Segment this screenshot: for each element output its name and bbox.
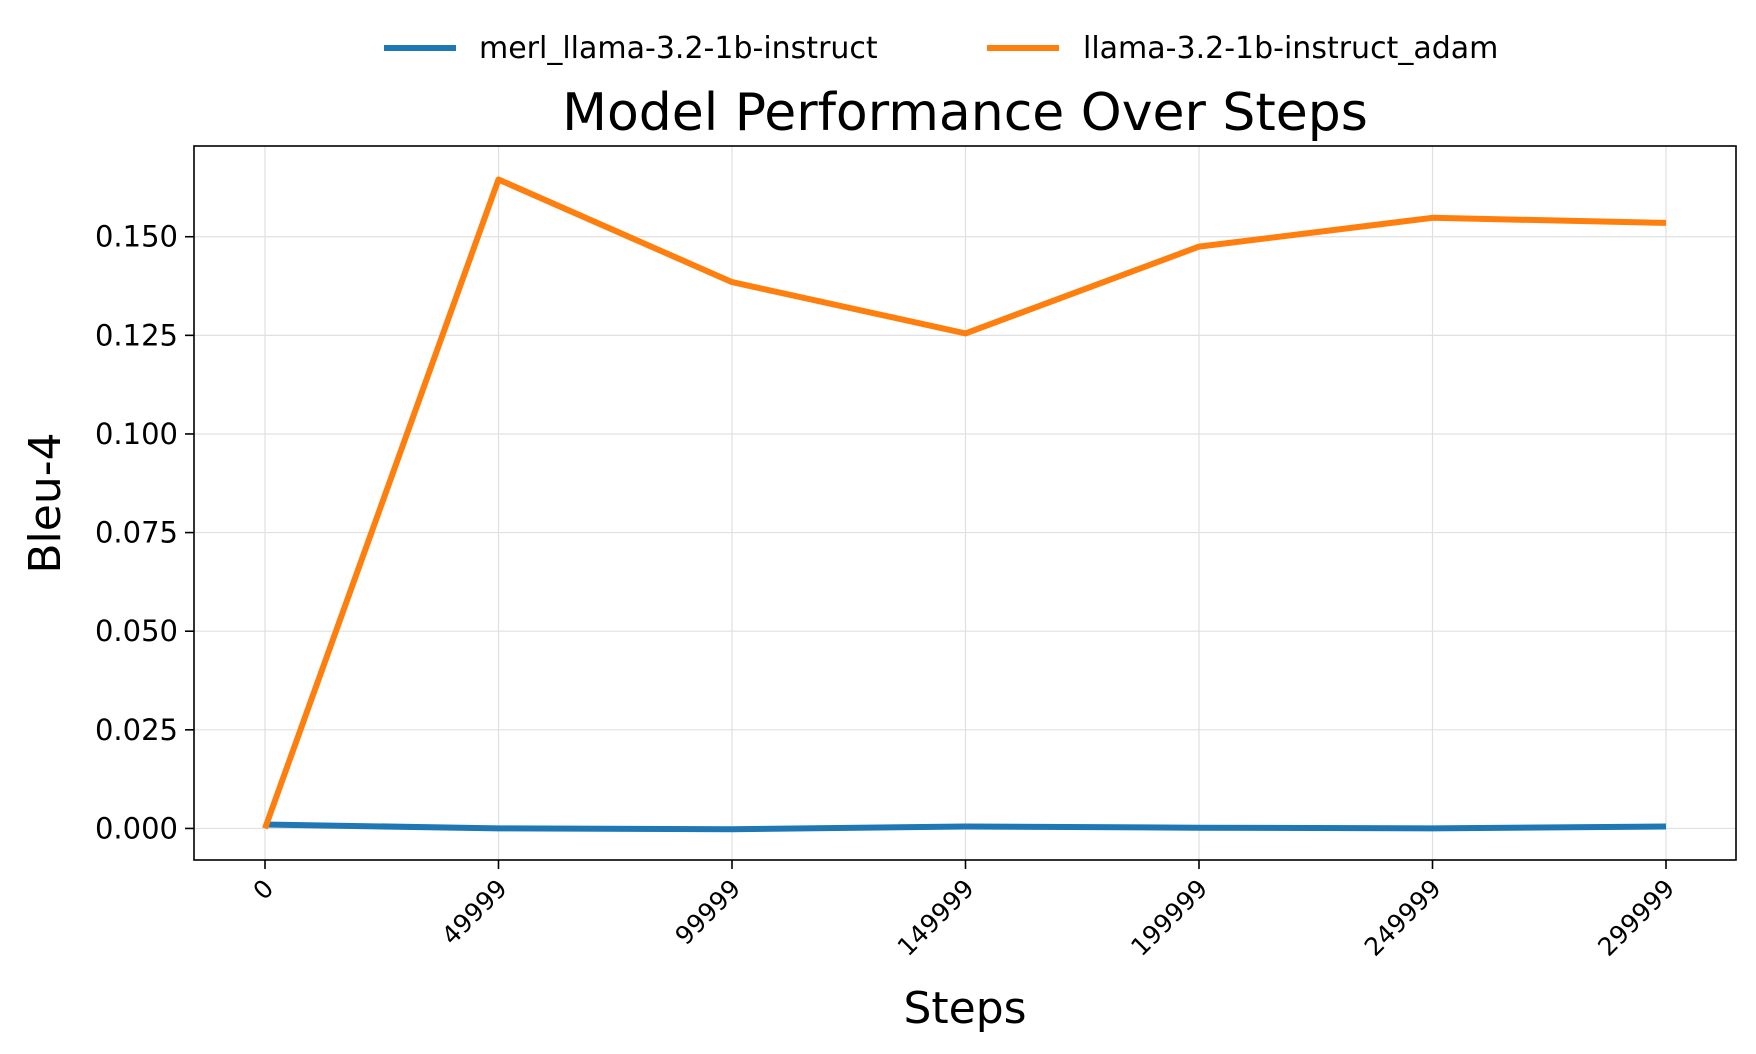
grid-lines [194,146,1736,860]
legend-label-merl: merl_llama-3.2-1b-instruct [479,31,878,66]
x-tick-label: 299999 [1592,874,1680,962]
series-line-adam [262,176,1667,830]
y-axis-ticks: 0.000 0.025 0.050 0.075 0.100 0.125 0.150 [95,220,194,845]
x-tick-label: 149999 [892,874,980,962]
series-line-merl [264,821,1667,833]
y-tick-label: 0.050 [95,614,178,648]
y-tick-label: 0.000 [95,811,178,845]
x-tick-label: 249999 [1359,874,1447,962]
x-tick-label: 49999 [436,874,513,951]
x-tick-label: 99999 [669,874,746,951]
y-tick-label: 0.125 [95,318,178,352]
y-tick-label: 0.100 [95,417,178,451]
x-tick-label: 199999 [1125,874,1213,962]
x-axis-label: Steps [903,983,1026,1034]
chart-title: Model Performance Over Steps [562,83,1368,143]
series-lines [262,176,1667,833]
y-tick-label: 0.025 [95,713,178,747]
legend: merl_llama-3.2-1b-instruct llama-3.2-1b-… [384,31,1498,66]
legend-label-adam: llama-3.2-1b-instruct_adam [1083,31,1498,66]
y-tick-label: 0.075 [95,516,178,550]
x-tick-label: 0 [247,874,279,906]
y-tick-label: 0.150 [95,220,178,254]
x-axis-ticks: 0 49999 99999 149999 199999 249999 299999 [247,860,1680,962]
y-axis-label: Bleu-4 [20,432,71,573]
